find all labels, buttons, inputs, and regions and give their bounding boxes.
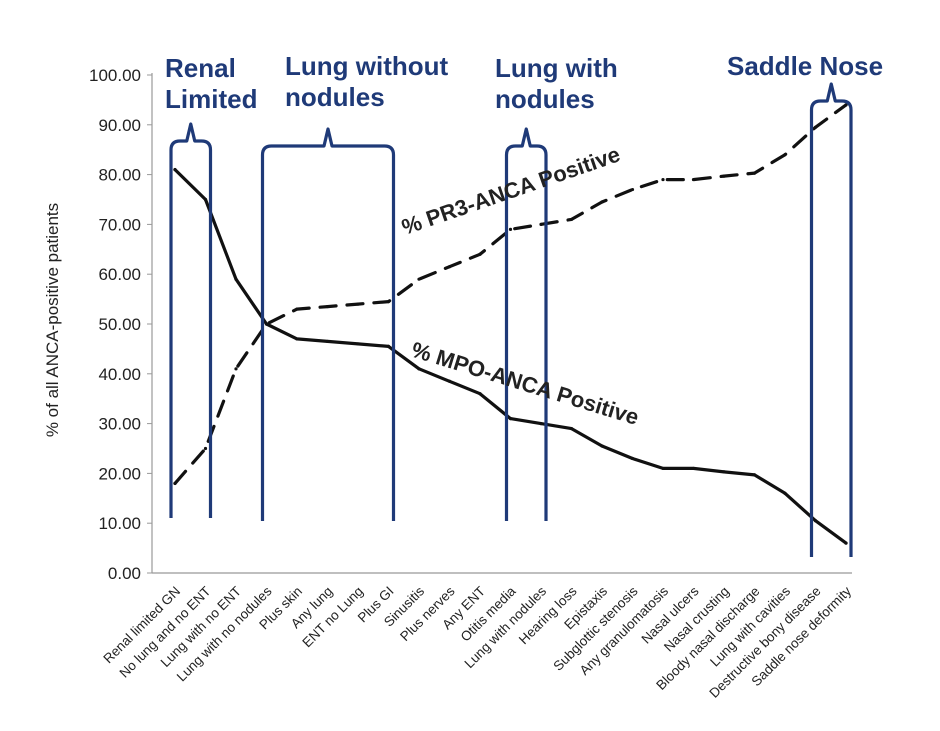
data-point bbox=[813, 125, 818, 129]
group-label: Lung without bbox=[285, 51, 449, 81]
data-point bbox=[752, 171, 757, 175]
data-point bbox=[691, 177, 696, 182]
group-label: nodules bbox=[495, 84, 595, 114]
annotations: % of all ANCA-positive patients % PR3-AN… bbox=[43, 142, 642, 438]
y-axis-ticks: 0.00 10.00 20.00 30.00 40.00 50.00 60.00 70.00 8… bbox=[89, 66, 152, 583]
data-point bbox=[417, 367, 421, 371]
data-point bbox=[325, 304, 330, 309]
data-point bbox=[661, 466, 665, 471]
data-point bbox=[844, 103, 848, 107]
data-point bbox=[569, 217, 574, 222]
y-axis-title: % of all ANCA-positive patients bbox=[43, 203, 62, 437]
data-point bbox=[386, 299, 391, 304]
y-tick-label: 50.00 bbox=[98, 315, 141, 334]
group-label: Renal bbox=[165, 53, 236, 83]
data-point bbox=[813, 519, 818, 523]
y-tick-label: 60.00 bbox=[98, 265, 141, 284]
data-point bbox=[600, 444, 604, 448]
y-tick-label: 20.00 bbox=[98, 464, 141, 483]
data-point bbox=[447, 379, 452, 383]
y-tick-label: 10.00 bbox=[98, 514, 141, 533]
group-label: Saddle Nose bbox=[727, 51, 883, 81]
series-line-mpo bbox=[173, 168, 848, 545]
data-point bbox=[722, 470, 726, 474]
axes bbox=[151, 73, 852, 574]
data-point bbox=[508, 227, 513, 231]
data-point bbox=[356, 342, 360, 346]
data-point bbox=[661, 177, 665, 182]
series-lines bbox=[173, 103, 848, 545]
data-point bbox=[752, 473, 757, 477]
data-point bbox=[722, 174, 726, 178]
data-point bbox=[539, 222, 543, 226]
y-tick-label: 0.00 bbox=[108, 564, 141, 583]
y-tick-label: 90.00 bbox=[98, 116, 141, 135]
data-point bbox=[783, 491, 787, 495]
data-point bbox=[691, 466, 696, 471]
group-label: Limited bbox=[165, 84, 257, 114]
y-tick-label: 100.00 bbox=[89, 66, 141, 85]
data-point bbox=[844, 541, 848, 545]
data-point bbox=[264, 322, 269, 326]
data-point bbox=[539, 422, 543, 426]
data-point bbox=[508, 417, 513, 421]
group-label: Lung with bbox=[495, 53, 618, 83]
data-point bbox=[234, 367, 238, 371]
series-label-pr3: % PR3-ANCA Positive bbox=[398, 142, 623, 240]
series-label-mpo: % MPO-ANCA Positive bbox=[409, 337, 642, 430]
data-point bbox=[325, 339, 330, 344]
data-point bbox=[630, 187, 635, 192]
data-point bbox=[478, 392, 482, 396]
data-point bbox=[569, 426, 574, 431]
series-line-pr3 bbox=[173, 103, 848, 485]
group-bracket bbox=[504, 127, 548, 521]
data-point bbox=[356, 302, 360, 306]
data-point bbox=[295, 337, 299, 341]
data-point bbox=[600, 200, 604, 204]
y-tick-label: 70.00 bbox=[98, 215, 141, 234]
data-point bbox=[173, 168, 177, 172]
y-tick-label: 40.00 bbox=[98, 365, 141, 384]
data-point bbox=[173, 481, 177, 485]
data-point bbox=[203, 446, 208, 451]
data-point bbox=[478, 252, 482, 256]
group-bracket bbox=[809, 82, 853, 557]
data-point bbox=[783, 153, 787, 157]
group-bracket bbox=[169, 122, 213, 518]
data-point bbox=[386, 344, 391, 349]
group-label: nodules bbox=[285, 82, 385, 112]
data-point bbox=[447, 265, 452, 269]
y-tick-label: 80.00 bbox=[98, 166, 141, 185]
group-bracket bbox=[260, 127, 396, 521]
data-point bbox=[203, 197, 208, 202]
data-point bbox=[417, 277, 421, 281]
data-point bbox=[295, 307, 299, 311]
data-point bbox=[234, 277, 238, 281]
y-tick-label: 30.00 bbox=[98, 415, 141, 434]
data-point bbox=[630, 456, 635, 461]
